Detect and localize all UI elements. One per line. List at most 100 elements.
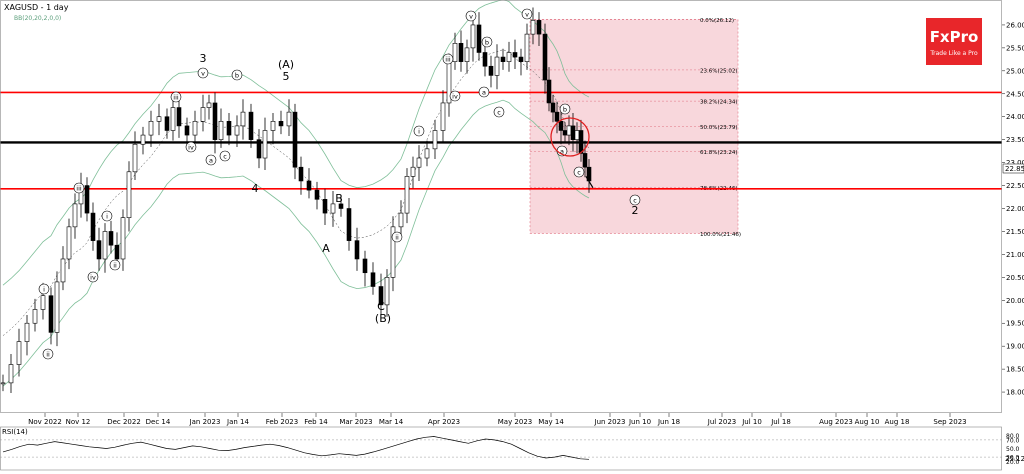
time-tick-label: Jul 2023 <box>707 418 737 426</box>
label-text: c <box>223 153 227 161</box>
candle-body <box>488 65 494 76</box>
candle-body <box>370 272 376 287</box>
candle-body <box>16 341 22 365</box>
price-tick-label: 23.50 <box>1006 136 1024 144</box>
projection-arrow <box>585 176 594 189</box>
circled-wave-label: iv <box>87 271 99 283</box>
price-tick-label: 24.50 <box>1006 90 1024 98</box>
price-tick-label: 26.00 <box>1006 21 1024 29</box>
label-text: v <box>201 70 205 78</box>
candle-body <box>542 33 548 81</box>
candle-body <box>102 231 108 260</box>
plot-frame <box>0 0 1002 413</box>
candle-body <box>424 148 430 159</box>
label-text: i <box>106 213 108 221</box>
wave-label: 3 <box>200 52 207 65</box>
candle-body <box>8 364 14 384</box>
rsi-line <box>2 436 590 460</box>
rsi-tick-label: 20.0 <box>1006 459 1020 466</box>
price-tick-label: 23.00 <box>1006 159 1024 167</box>
circled-wave-label: iv <box>185 141 197 153</box>
candle-body <box>354 240 360 260</box>
price-axis: 26.00 25.50 25.00 24.50 24.00 23.50 23.00 22.50… <box>1002 21 1024 397</box>
time-tick-label: Aug 10 <box>855 418 880 426</box>
candle-body <box>452 42 458 62</box>
time-tick-label: Mar 14 <box>379 418 404 426</box>
time-tick-label: Aug 18 <box>885 418 910 426</box>
circled-wave-label: ii <box>391 231 403 243</box>
time-tick-label: Jun 18 <box>657 418 680 426</box>
label-text: iii <box>76 185 82 193</box>
rsi-tick-label: 70.0 <box>1006 437 1020 444</box>
label-text: a <box>560 148 564 156</box>
label-text: iii <box>173 94 179 102</box>
candle-body <box>338 203 344 209</box>
candle-body <box>72 203 78 228</box>
label-circle <box>219 150 231 162</box>
label-text: a <box>482 89 486 97</box>
circled-wave-label: c <box>493 106 505 118</box>
price-tick-label: 24.00 <box>1006 113 1024 121</box>
label-text: iv <box>452 93 458 101</box>
label-text: ii <box>395 234 399 242</box>
candle-body <box>206 102 212 108</box>
candle-body <box>218 121 224 140</box>
label-circle <box>73 182 85 194</box>
candle-body <box>378 286 384 306</box>
candle-body <box>60 258 66 283</box>
wave-label: C <box>377 300 385 313</box>
time-tick-label: Jul 18 <box>770 418 791 426</box>
candle-body <box>90 212 96 241</box>
fib-label: 38.2%(24.34) <box>700 100 738 106</box>
label-text: ii <box>113 262 117 270</box>
circled-wave-label: b <box>559 103 571 115</box>
label-text: v <box>525 11 529 19</box>
candle-body <box>234 125 240 136</box>
candle-body <box>398 212 404 228</box>
circled-wave-label: c <box>573 166 585 178</box>
candle-body <box>226 121 232 136</box>
candle-body <box>84 185 90 214</box>
candle-body <box>322 199 328 214</box>
candle-body <box>200 107 206 122</box>
label-circle <box>42 348 54 360</box>
candle-body <box>140 134 146 145</box>
time-tick-label: Jun 10 <box>628 418 651 426</box>
fxpro-logo: FxPro Trade Like a Pro <box>926 18 982 65</box>
circled-wave-label: ii <box>109 259 121 271</box>
candle-body <box>156 116 162 122</box>
circled-wave-label: iii <box>73 182 85 194</box>
symbol-title: XAGUSD - 1 day <box>4 3 69 12</box>
fib-label: 100.0%(21.46) <box>700 232 741 238</box>
rsi-panel: 80.070.0 50.0 30.020.0 <box>0 426 1020 471</box>
wave-label: A <box>322 242 330 255</box>
price-tick-label: 25.50 <box>1006 44 1024 52</box>
wave-label: 4 <box>252 182 259 195</box>
price-tick-label: 18.50 <box>1006 366 1024 374</box>
candle-body <box>410 166 416 177</box>
time-tick-label: Sep 2023 <box>933 418 966 426</box>
time-tick-label: Nov 12 <box>66 418 91 426</box>
candle-body <box>24 322 30 342</box>
label-text: iv <box>188 144 194 152</box>
label-text: c <box>633 197 637 205</box>
circled-wave-label: b <box>231 69 243 81</box>
time-tick-label: Aug 2023 <box>819 418 853 426</box>
candle-body <box>240 111 246 127</box>
time-tick-label: Jan 14 <box>226 418 249 426</box>
candle-body <box>262 130 268 159</box>
candle-body <box>330 203 336 214</box>
candle-body <box>270 121 276 131</box>
candle-body <box>384 277 390 306</box>
candle-body <box>126 171 132 218</box>
rsi-tick-label: 30.0 <box>1006 455 1020 462</box>
circled-wave-label: c <box>219 150 231 162</box>
candle-body <box>40 295 46 310</box>
circled-wave-label: c <box>629 194 641 206</box>
candle-body <box>546 79 552 104</box>
candle-body <box>362 258 368 274</box>
price-tick-label: 25.00 <box>1006 67 1024 75</box>
candle-body <box>574 130 580 140</box>
label-text: ii <box>46 351 50 359</box>
